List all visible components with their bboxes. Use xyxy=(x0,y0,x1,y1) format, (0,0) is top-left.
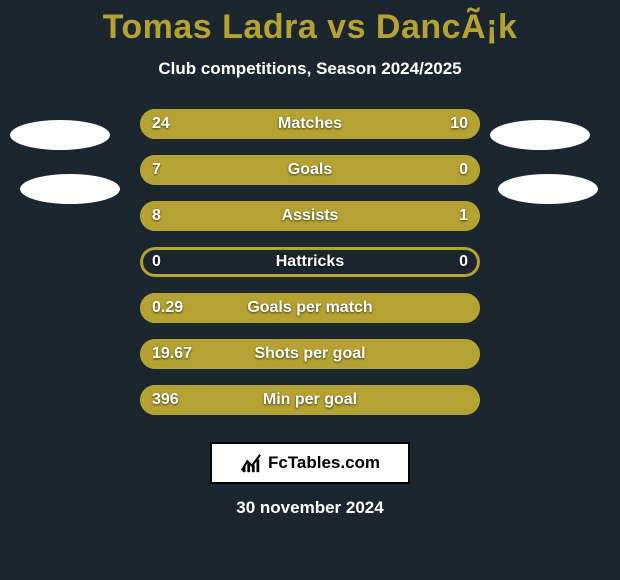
stat-row: Min per goal396 xyxy=(140,385,480,415)
stat-value-left: 8 xyxy=(152,201,161,231)
stat-label: Assists xyxy=(140,201,480,231)
stat-value-right: 1 xyxy=(459,201,468,231)
page-subtitle: Club competitions, Season 2024/2025 xyxy=(0,59,620,79)
stat-label: Goals per match xyxy=(140,293,480,323)
stat-value-right: 10 xyxy=(450,109,468,139)
stat-label: Goals xyxy=(140,155,480,185)
stat-row: Goals7 0 xyxy=(140,155,480,185)
stat-value-left: 396 xyxy=(152,385,179,415)
stat-value-right: 0 xyxy=(459,247,468,277)
stat-value-left: 0.29 xyxy=(152,293,183,323)
logo-text: FcTables.com xyxy=(268,453,380,473)
footer-date: 30 november 2024 xyxy=(0,498,620,518)
stat-value-left: 24 xyxy=(152,109,170,139)
page-title: Tomas Ladra vs DancÃ¡k xyxy=(0,8,620,47)
stat-value-left: 0 xyxy=(152,247,161,277)
stat-value-right: 0 xyxy=(459,155,468,185)
chart-icon xyxy=(240,452,262,474)
stat-bars: Matches2410Goals70Assists81Hattricks00Go… xyxy=(140,109,480,431)
comparison-card: Tomas Ladra vs DancÃ¡k Club competitions… xyxy=(0,0,620,580)
stat-row: Hattricks0 0 xyxy=(140,247,480,277)
stats-area: Matches2410Goals70Assists81Hattricks00Go… xyxy=(0,109,620,419)
source-logo: FcTables.com xyxy=(210,442,410,484)
stat-row: Matches24 10 xyxy=(140,109,480,139)
stat-label: Min per goal xyxy=(140,385,480,415)
stat-label: Hattricks xyxy=(140,247,480,277)
stat-label: Matches xyxy=(140,109,480,139)
stat-row: Assists8 1 xyxy=(140,201,480,231)
stat-row: Shots per goal19.67 xyxy=(140,339,480,369)
stat-value-left: 19.67 xyxy=(152,339,192,369)
stat-value-left: 7 xyxy=(152,155,161,185)
stat-row: Goals per match0.29 xyxy=(140,293,480,323)
